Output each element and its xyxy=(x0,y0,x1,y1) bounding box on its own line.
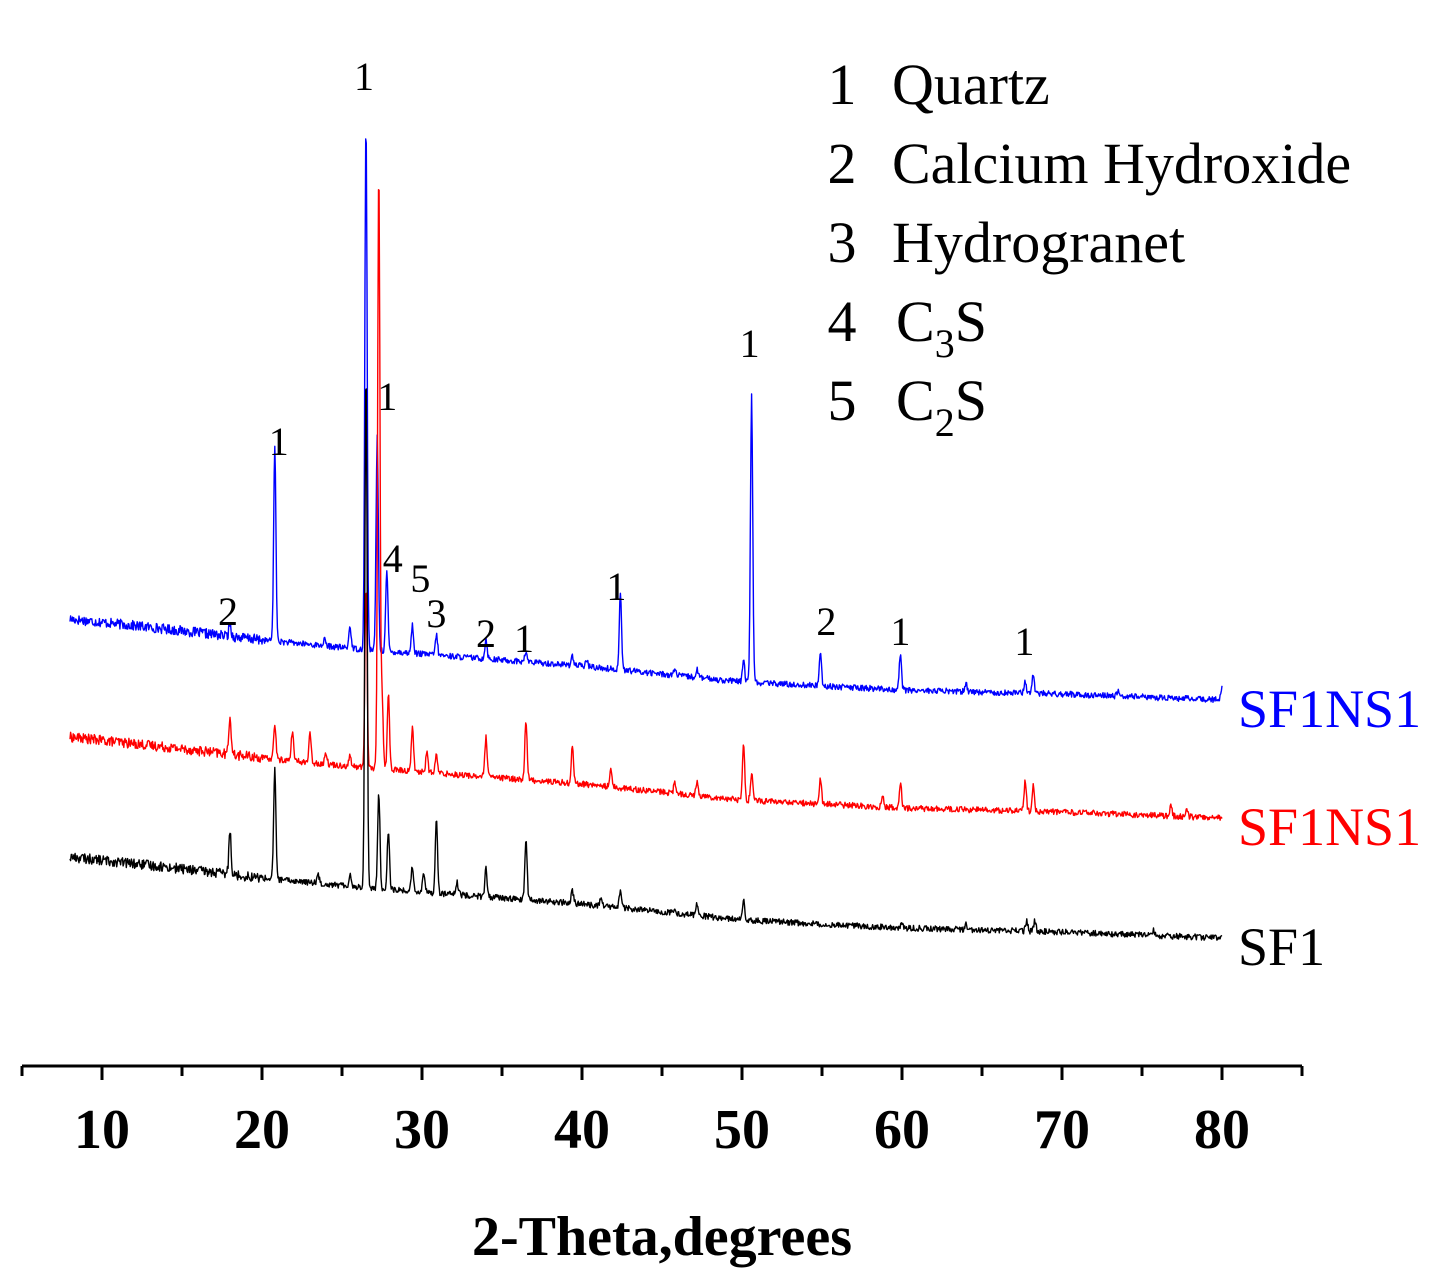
legend-label: Calcium Hydroxide xyxy=(892,131,1351,196)
series-line-1 xyxy=(69,138,1223,703)
legend-number: 3 xyxy=(828,210,857,275)
peak-label: 1 xyxy=(354,54,374,99)
peak-label: 1 xyxy=(269,419,289,464)
series-label-2: SF1NS1 xyxy=(1238,797,1421,857)
series-line-2 xyxy=(69,188,1223,821)
peak-label: 1 xyxy=(606,564,626,609)
peak-label: 2 xyxy=(476,611,496,656)
legend-label: C3S xyxy=(896,289,987,366)
x-tick-label: 20 xyxy=(234,1099,290,1161)
legend-number: 4 xyxy=(828,289,857,354)
x-tick-label: 10 xyxy=(74,1099,130,1161)
peak-label: 3 xyxy=(426,591,446,636)
series-line-3 xyxy=(69,388,1223,941)
peak-label: 5 xyxy=(410,556,430,601)
legend-number: 2 xyxy=(828,131,857,196)
x-axis-title: 2-Theta,degrees xyxy=(472,1206,852,1268)
peak-label: 1 xyxy=(1014,619,1034,664)
peak-label: 2 xyxy=(816,599,836,644)
x-tick-label: 50 xyxy=(714,1099,770,1161)
x-tick-label: 70 xyxy=(1034,1099,1090,1161)
peak-label: 1 xyxy=(890,609,910,654)
x-tick-label: 60 xyxy=(874,1099,930,1161)
series-label-1: SF1NS1 xyxy=(1238,679,1421,739)
peak-label: 1 xyxy=(514,616,534,661)
legend-number: 5 xyxy=(828,368,857,433)
legend-number: 1 xyxy=(828,52,857,117)
legend-label: Hydrogranet xyxy=(892,210,1185,275)
legend: 1 Quartz 2 Calcium Hydroxide 3 Hydrogranet 4 C3… xyxy=(828,52,1352,445)
series-label-3: SF1 xyxy=(1238,917,1325,977)
legend-label: C2S xyxy=(896,368,987,445)
peak-label: 1 xyxy=(740,321,760,366)
peak-label: 2 xyxy=(218,589,238,634)
x-tick-label: 40 xyxy=(554,1099,610,1161)
legend-label: Quartz xyxy=(892,52,1050,117)
peak-label: 4 xyxy=(383,536,403,581)
series-layer xyxy=(69,138,1223,941)
x-axis: 10 20 30 40 50 60 70 80 xyxy=(20,1064,1304,1161)
series-labels: SF1NS1 SF1NS1 SF1 xyxy=(1238,679,1421,977)
x-tick-label: 80 xyxy=(1194,1099,1250,1161)
peak-label: 1 xyxy=(377,374,397,419)
x-tick-label: 30 xyxy=(394,1099,450,1161)
